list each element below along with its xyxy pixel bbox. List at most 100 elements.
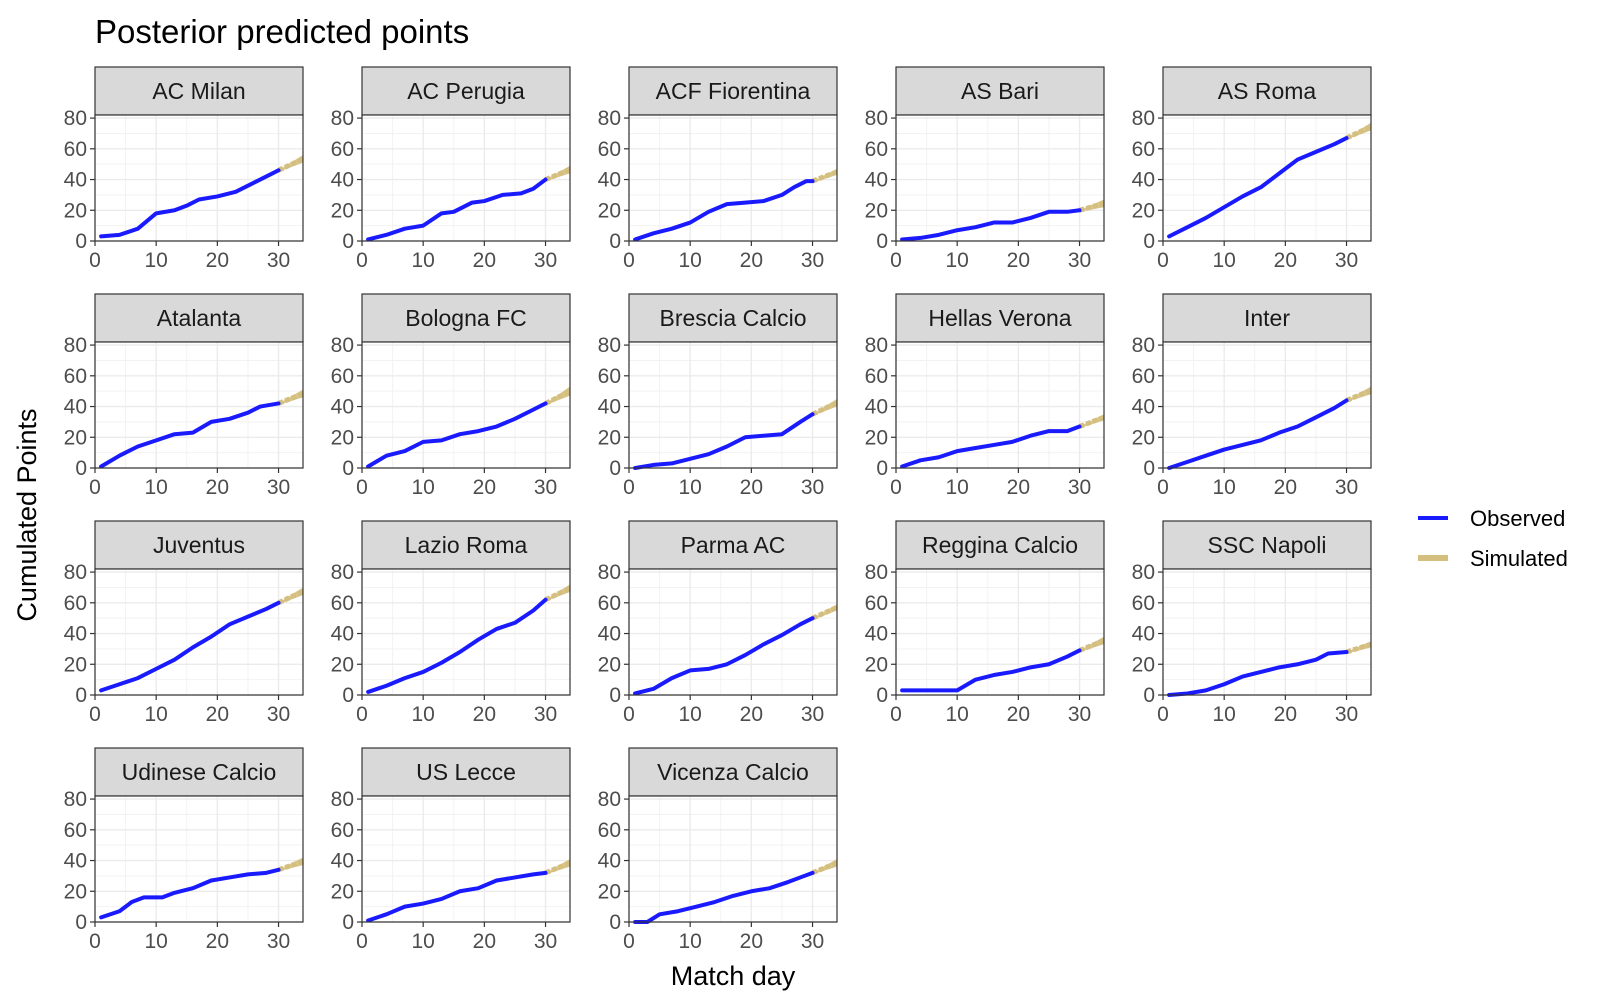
x-tick-label: 20 xyxy=(206,703,229,726)
y-tick-label: 80 xyxy=(598,788,621,811)
y-tick-label: 40 xyxy=(64,169,87,192)
legend-label: Simulated xyxy=(1470,546,1568,571)
x-tick-label: 0 xyxy=(356,703,368,726)
simulated-line xyxy=(277,589,305,606)
observed-line xyxy=(99,168,281,239)
y-tick-label: 60 xyxy=(598,365,621,388)
y-tick-label: 60 xyxy=(331,365,354,388)
facet-title: Reggina Calcio xyxy=(922,532,1078,558)
y-tick-label: 20 xyxy=(64,653,87,676)
y-tick-label: 80 xyxy=(598,561,621,584)
x-tick-label: 10 xyxy=(678,249,701,272)
x-tick-label: 10 xyxy=(945,476,968,499)
simulated-band xyxy=(812,859,837,875)
x-tick-label: 0 xyxy=(890,249,902,272)
x-tick-label: 10 xyxy=(945,249,968,272)
facet-title: ACF Fiorentina xyxy=(656,78,811,104)
observed-line xyxy=(99,867,281,920)
facet-title: Inter xyxy=(1244,305,1290,331)
x-tick-label: 30 xyxy=(1335,476,1358,499)
observed-line xyxy=(366,870,548,923)
y-tick-label: 0 xyxy=(1143,457,1155,480)
y-tick-label: 60 xyxy=(331,819,354,842)
facet-strip xyxy=(361,293,571,343)
legend: Observed Simulated xyxy=(1418,506,1568,571)
y-tick-label: 80 xyxy=(865,107,888,130)
simulated-band xyxy=(1079,414,1104,429)
simulated-line xyxy=(811,860,838,876)
x-tick-label: 10 xyxy=(411,249,434,272)
y-tick-label: 60 xyxy=(865,365,888,388)
y-tick-label: 0 xyxy=(342,684,354,707)
y-tick-label: 20 xyxy=(331,653,354,676)
x-tick-label: 20 xyxy=(473,249,496,272)
facet-strip xyxy=(361,747,571,797)
x-tick-label: 30 xyxy=(1068,476,1091,499)
observed-line xyxy=(900,648,1082,693)
simulated-line xyxy=(1345,641,1372,655)
x-tick-label: 30 xyxy=(267,249,290,272)
facet-strip xyxy=(628,293,838,343)
y-tick-label: 60 xyxy=(64,819,87,842)
y-tick-label: 0 xyxy=(75,457,87,480)
panel-background xyxy=(629,796,837,922)
x-tick-label: 20 xyxy=(1007,476,1030,499)
x-tick-label: 10 xyxy=(945,703,968,726)
facet-strip xyxy=(628,747,838,797)
y-tick-label: 20 xyxy=(865,426,888,449)
y-tick-label: 80 xyxy=(331,107,354,130)
facet-strip xyxy=(628,520,838,570)
observed-line xyxy=(900,424,1082,469)
facet-title: Udinese Calcio xyxy=(122,759,277,785)
y-tick-label: 40 xyxy=(598,623,621,646)
y-tick-label: 20 xyxy=(331,426,354,449)
facet-brescia-calcio: Brescia Calcio 0 20 40 60 80 0 10 20 30 xyxy=(598,293,839,499)
y-tick-label: 60 xyxy=(64,365,87,388)
y-tick-label: 40 xyxy=(598,850,621,873)
simulated-line xyxy=(544,167,571,182)
panel-background xyxy=(1163,569,1371,695)
y-tick-label: 80 xyxy=(598,334,621,357)
x-tick-label: 10 xyxy=(678,930,701,953)
y-tick-label: 20 xyxy=(64,880,87,903)
x-tick-label: 30 xyxy=(1068,249,1091,272)
x-tick-label: 0 xyxy=(1157,249,1169,272)
panel-border xyxy=(895,568,1105,696)
facet-strip xyxy=(361,66,571,116)
y-tick-label: 20 xyxy=(331,880,354,903)
observed-line xyxy=(633,616,815,696)
facet-vicenza-calcio: Vicenza Calcio 0 20 40 60 80 0 10 20 30 xyxy=(598,747,838,953)
y-tick-label: 40 xyxy=(331,396,354,419)
observed-line xyxy=(1167,136,1349,239)
facet-strip xyxy=(895,293,1105,343)
y-tick-label: 40 xyxy=(331,850,354,873)
x-tick-label: 10 xyxy=(1212,703,1235,726)
x-tick-label: 10 xyxy=(411,476,434,499)
x-tick-label: 10 xyxy=(411,930,434,953)
y-tick-label: 20 xyxy=(1132,653,1155,676)
y-tick-label: 60 xyxy=(1132,592,1155,615)
panel-border xyxy=(1162,114,1372,242)
x-tick-label: 30 xyxy=(267,703,290,726)
panel-border xyxy=(628,114,838,242)
facet-strip xyxy=(895,66,1105,116)
x-tick-label: 0 xyxy=(89,249,101,272)
simulated-band xyxy=(812,168,837,183)
y-tick-label: 0 xyxy=(876,457,888,480)
facet-strip xyxy=(1162,520,1372,570)
panel-background xyxy=(362,796,570,922)
panel-background xyxy=(362,569,570,695)
y-tick-label: 20 xyxy=(1132,199,1155,222)
x-tick-label: 30 xyxy=(1335,703,1358,726)
facet-acf-fiorentina: ACF Fiorentina 0 20 40 60 80 0 10 20 30 xyxy=(598,66,838,272)
panel-background xyxy=(629,342,837,468)
x-tick-label: 0 xyxy=(1157,476,1169,499)
observed-line xyxy=(366,177,548,242)
simulated-band xyxy=(812,604,837,620)
y-tick-label: 40 xyxy=(1132,169,1155,192)
y-tick-label: 60 xyxy=(865,138,888,161)
x-tick-label: 30 xyxy=(1068,703,1091,726)
simulated-line xyxy=(1345,388,1372,403)
y-tick-label: 0 xyxy=(75,230,87,253)
